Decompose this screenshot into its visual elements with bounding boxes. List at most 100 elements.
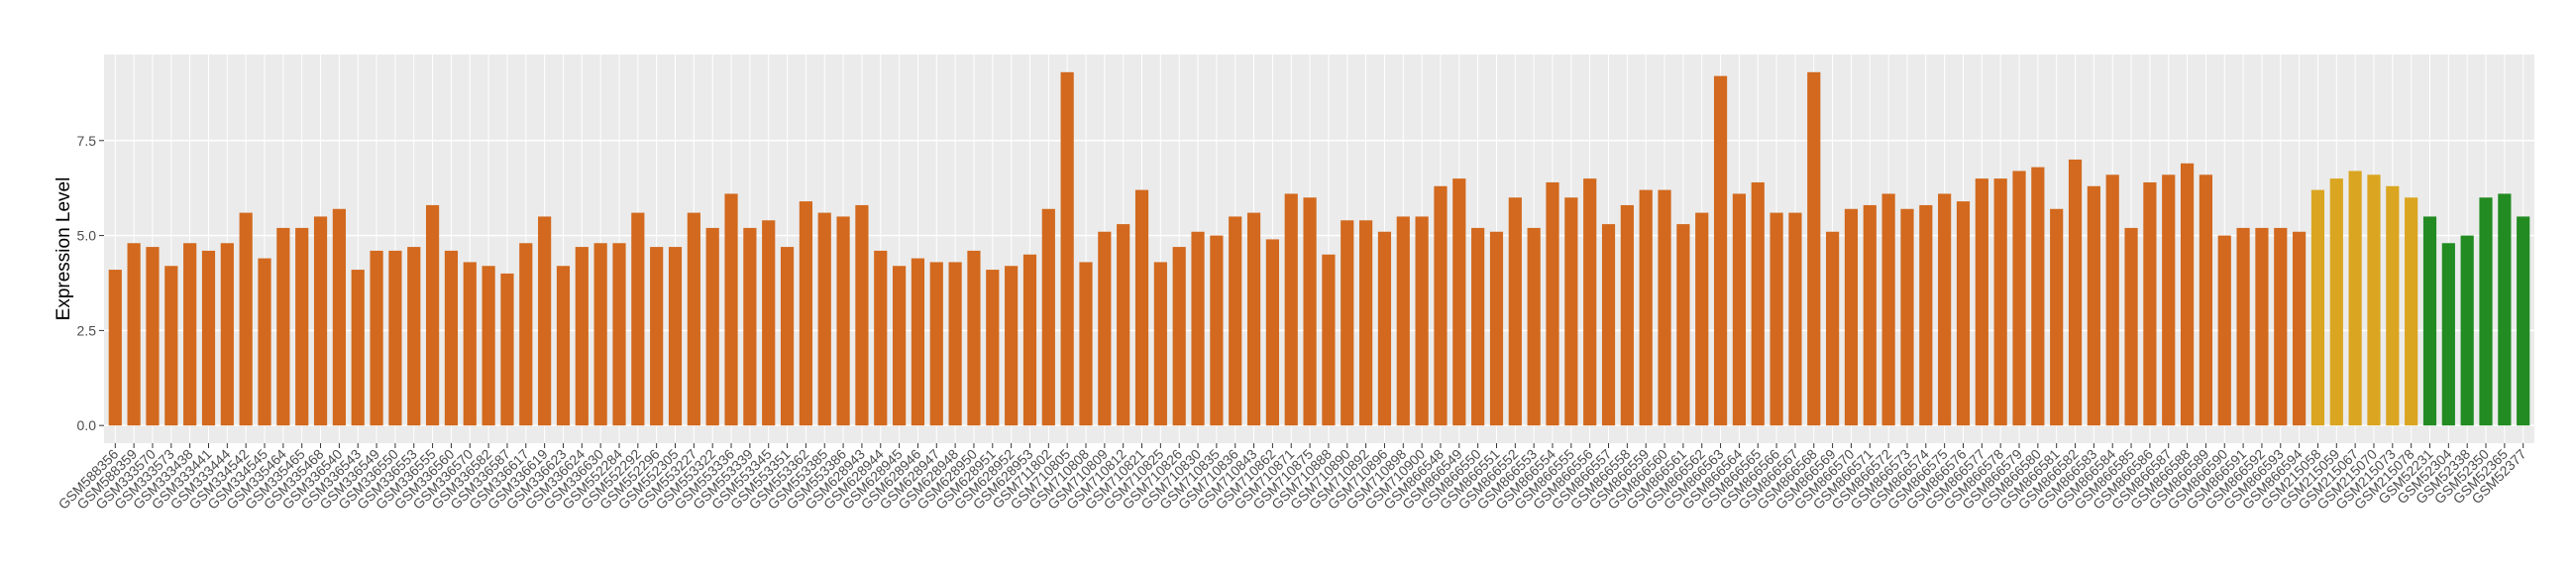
bar xyxy=(1246,212,1261,426)
bar xyxy=(2498,193,2512,426)
bar xyxy=(2348,171,2362,426)
bar xyxy=(2386,185,2400,426)
bar xyxy=(1713,75,1728,426)
bar xyxy=(258,258,271,426)
bar xyxy=(705,227,719,426)
bar xyxy=(2441,243,2455,426)
bar xyxy=(1620,204,1634,426)
bar xyxy=(2050,208,2064,426)
bar xyxy=(1229,216,1242,426)
bar xyxy=(1117,224,1130,426)
bar xyxy=(874,250,888,426)
bar xyxy=(593,243,607,426)
bar xyxy=(1134,189,1149,426)
bar xyxy=(370,250,383,426)
bar xyxy=(668,247,683,426)
bar xyxy=(1900,208,1914,426)
y-tick-label: 0.0 xyxy=(77,417,97,433)
bar xyxy=(1732,193,1746,426)
bar xyxy=(575,247,589,426)
bar xyxy=(1415,216,1429,426)
bar xyxy=(1322,254,1336,426)
bar xyxy=(1265,239,1279,426)
bar xyxy=(425,204,440,426)
bar xyxy=(295,227,309,426)
bar xyxy=(1303,197,1317,426)
bar xyxy=(351,270,365,426)
bar xyxy=(780,247,795,426)
bar xyxy=(1005,266,1019,426)
bar xyxy=(967,250,981,426)
bar xyxy=(1508,197,1522,426)
y-axis-label: Expression Level xyxy=(54,177,74,321)
bar xyxy=(836,216,850,426)
bar xyxy=(1060,71,1074,426)
bar xyxy=(519,243,533,426)
bar xyxy=(500,273,514,426)
bar xyxy=(2180,163,2195,426)
bar xyxy=(2105,174,2119,426)
bar xyxy=(1191,231,1205,426)
bar xyxy=(1434,185,1448,426)
y-tick-label: 7.5 xyxy=(77,133,97,149)
bar xyxy=(407,247,421,426)
bar xyxy=(1788,212,1802,426)
bar xyxy=(762,220,776,426)
bar xyxy=(911,258,925,426)
bar xyxy=(2087,185,2100,426)
bar xyxy=(1284,193,1298,426)
bar xyxy=(948,262,962,426)
bar xyxy=(332,208,346,426)
bar xyxy=(1341,220,1354,426)
bar xyxy=(2479,197,2493,426)
bar xyxy=(1938,193,1952,426)
bar xyxy=(2367,174,2381,426)
bar xyxy=(2460,235,2474,426)
bar xyxy=(1564,197,1578,426)
bar xyxy=(2329,178,2343,426)
bar xyxy=(1452,178,1466,426)
bar xyxy=(1863,204,1877,426)
bar xyxy=(2143,181,2157,426)
bar xyxy=(1676,224,1690,426)
bar xyxy=(986,270,1000,426)
bar xyxy=(929,262,943,426)
bar xyxy=(239,212,253,426)
bar xyxy=(276,227,290,426)
bar xyxy=(799,201,812,426)
bar xyxy=(1041,208,1055,426)
bar xyxy=(2274,227,2288,426)
bar xyxy=(2162,174,2176,426)
bar xyxy=(1546,181,1559,426)
bar xyxy=(1770,212,1783,426)
bar xyxy=(2031,167,2045,426)
bar xyxy=(313,216,328,426)
bar xyxy=(1489,231,1504,426)
bar xyxy=(1022,254,1037,426)
bar xyxy=(463,262,477,426)
bar xyxy=(1583,178,1597,426)
bar xyxy=(146,247,160,426)
bar xyxy=(1359,220,1373,426)
bar xyxy=(538,216,552,426)
bar xyxy=(1751,181,1765,426)
bar xyxy=(1172,247,1186,426)
bar xyxy=(1601,224,1616,426)
bar xyxy=(2012,171,2026,426)
bar xyxy=(482,266,495,426)
bar xyxy=(1658,189,1671,426)
bar xyxy=(855,204,869,426)
bar xyxy=(631,212,645,426)
bar xyxy=(743,227,757,426)
bar xyxy=(1377,231,1392,426)
bar xyxy=(108,270,122,426)
bar xyxy=(2517,216,2530,426)
bar xyxy=(2405,197,2418,426)
bar xyxy=(164,266,178,426)
bar xyxy=(2236,227,2250,426)
bar xyxy=(1826,231,1840,426)
bar xyxy=(724,193,738,426)
bar xyxy=(2255,227,2269,426)
bar xyxy=(2293,231,2307,426)
